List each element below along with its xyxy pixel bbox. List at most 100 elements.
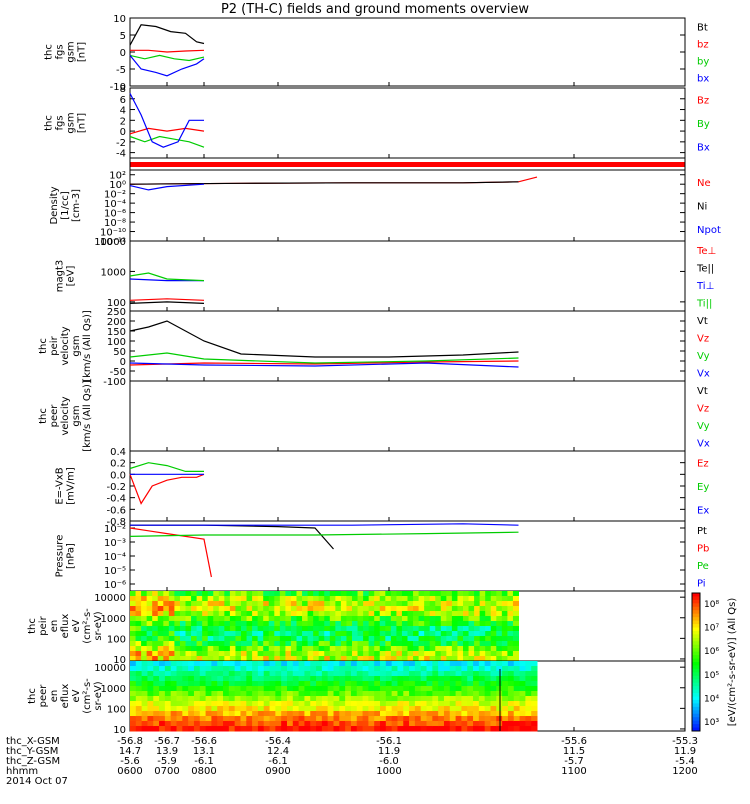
spectrogram-cell	[292, 696, 300, 702]
spectrogram-cell	[141, 591, 148, 597]
spectrogram-cell	[279, 621, 286, 627]
spectrogram-cell	[490, 686, 497, 692]
spectrogram-cell	[316, 661, 323, 667]
spectrogram-cell	[252, 701, 259, 707]
spectrogram-cell	[318, 651, 325, 657]
spectrogram-cell	[304, 671, 311, 677]
spectrogram-cell	[304, 691, 311, 697]
spectrogram-cell	[478, 696, 486, 702]
spectrogram-cell	[451, 606, 458, 612]
spectrogram-cell	[234, 671, 241, 677]
spectrogram-cell	[304, 706, 311, 712]
spectrogram-cell	[496, 676, 503, 682]
spectrogram-cell	[199, 681, 207, 687]
spectrogram-cell	[318, 656, 325, 662]
spectrogram-cell	[205, 726, 212, 732]
spectrogram-cell	[130, 666, 137, 672]
y-tick-label: -4	[116, 149, 126, 160]
spectrogram-cell	[496, 656, 503, 662]
spectrogram-cell	[352, 636, 359, 642]
panel-frame	[129, 240, 686, 312]
spectrogram-cell	[435, 646, 442, 652]
spectrogram-cell	[451, 611, 458, 617]
spectrogram-cell	[496, 626, 503, 632]
spectrogram-cell	[502, 661, 509, 667]
spectrogram-cell	[324, 591, 331, 597]
spectrogram-cell	[316, 721, 323, 727]
spectrogram-cell	[363, 621, 370, 627]
y-tick-label: 10⁻⁴	[104, 199, 126, 210]
spectrogram-cell	[525, 676, 532, 682]
spectrogram-cell	[263, 636, 270, 642]
spectrogram-cell	[424, 641, 431, 647]
y-axis-label: eV	[71, 619, 82, 632]
spectrogram-cell	[362, 701, 369, 707]
spectrogram-cell	[202, 651, 209, 657]
spectrogram-cell	[333, 661, 340, 667]
spectrogram-cell	[223, 716, 230, 722]
legend-Bt: Bt	[697, 23, 708, 34]
spectrogram-cell	[379, 596, 386, 602]
spectrogram-cell	[440, 646, 447, 652]
colorbar-cell	[692, 630, 700, 635]
x-row-value: -56.8	[117, 736, 143, 747]
spectrogram-cell	[170, 726, 178, 732]
spectrogram-cell	[512, 651, 519, 657]
spectrogram-cell	[512, 641, 519, 647]
series-line-Ey	[129, 462, 204, 472]
spectrogram-cell	[130, 646, 137, 652]
spectrogram-cell	[159, 681, 166, 687]
spectrogram-cell	[193, 696, 201, 702]
spectrogram-cell	[457, 591, 464, 597]
spectrogram-cell	[292, 671, 300, 677]
spectrogram-cell	[385, 606, 392, 612]
spectrogram-cell	[170, 701, 178, 707]
spectrogram-cell	[356, 671, 364, 677]
spectrogram-cell	[321, 706, 329, 712]
colorbar-cell	[692, 686, 700, 691]
spectrogram-cell	[438, 681, 445, 687]
spectrogram-cell	[130, 606, 137, 612]
spectrogram-cell	[224, 616, 231, 622]
spectrogram-cell	[281, 686, 288, 692]
spectrogram-cell	[179, 641, 186, 647]
spectrogram-cell	[468, 641, 475, 647]
spectrogram-cell	[252, 646, 259, 652]
spectrogram-cell	[424, 651, 431, 657]
spectrogram-cell	[403, 671, 410, 677]
spectrogram-cell	[163, 596, 170, 602]
spectrogram-cell	[473, 696, 480, 702]
spectrogram-cell	[174, 601, 181, 607]
spectrogram-cell	[170, 706, 178, 712]
spectrogram-cell	[313, 616, 320, 622]
spectrogram-cell	[485, 601, 492, 607]
colorbar-cell	[692, 648, 700, 653]
spectrogram-cell	[468, 636, 475, 642]
spectrogram-cell	[135, 681, 143, 687]
spectrogram-cell	[413, 646, 420, 652]
y-axis-label: peir	[38, 615, 49, 635]
spectrogram-cell	[345, 696, 352, 702]
spectrogram-cell	[455, 686, 462, 692]
spectrogram-cell	[396, 591, 403, 597]
spectrogram-cell	[211, 721, 218, 727]
spectrogram-cell	[333, 716, 340, 722]
spectrogram-cell	[390, 621, 397, 627]
spectrogram-cell	[146, 591, 153, 597]
spectrogram-cell	[467, 691, 474, 697]
spectrogram-cell	[414, 696, 422, 702]
spectrogram-cell	[324, 646, 331, 652]
spectrogram-cell	[525, 691, 532, 697]
spectrogram-cell	[310, 676, 317, 682]
spectrogram-cell	[380, 676, 387, 682]
y-tick-label: 10⁻⁸	[104, 218, 126, 229]
spectrogram-cell	[196, 611, 203, 617]
spectrogram-cell	[446, 631, 453, 637]
spectrogram-cell	[352, 656, 359, 662]
spectrogram-cell	[135, 656, 142, 662]
spectrogram-cell	[235, 646, 242, 652]
spectrogram-cell	[241, 656, 248, 662]
spectrogram-cell	[252, 596, 259, 602]
spectrogram-cell	[240, 706, 247, 712]
spectrogram-cell	[474, 636, 481, 642]
